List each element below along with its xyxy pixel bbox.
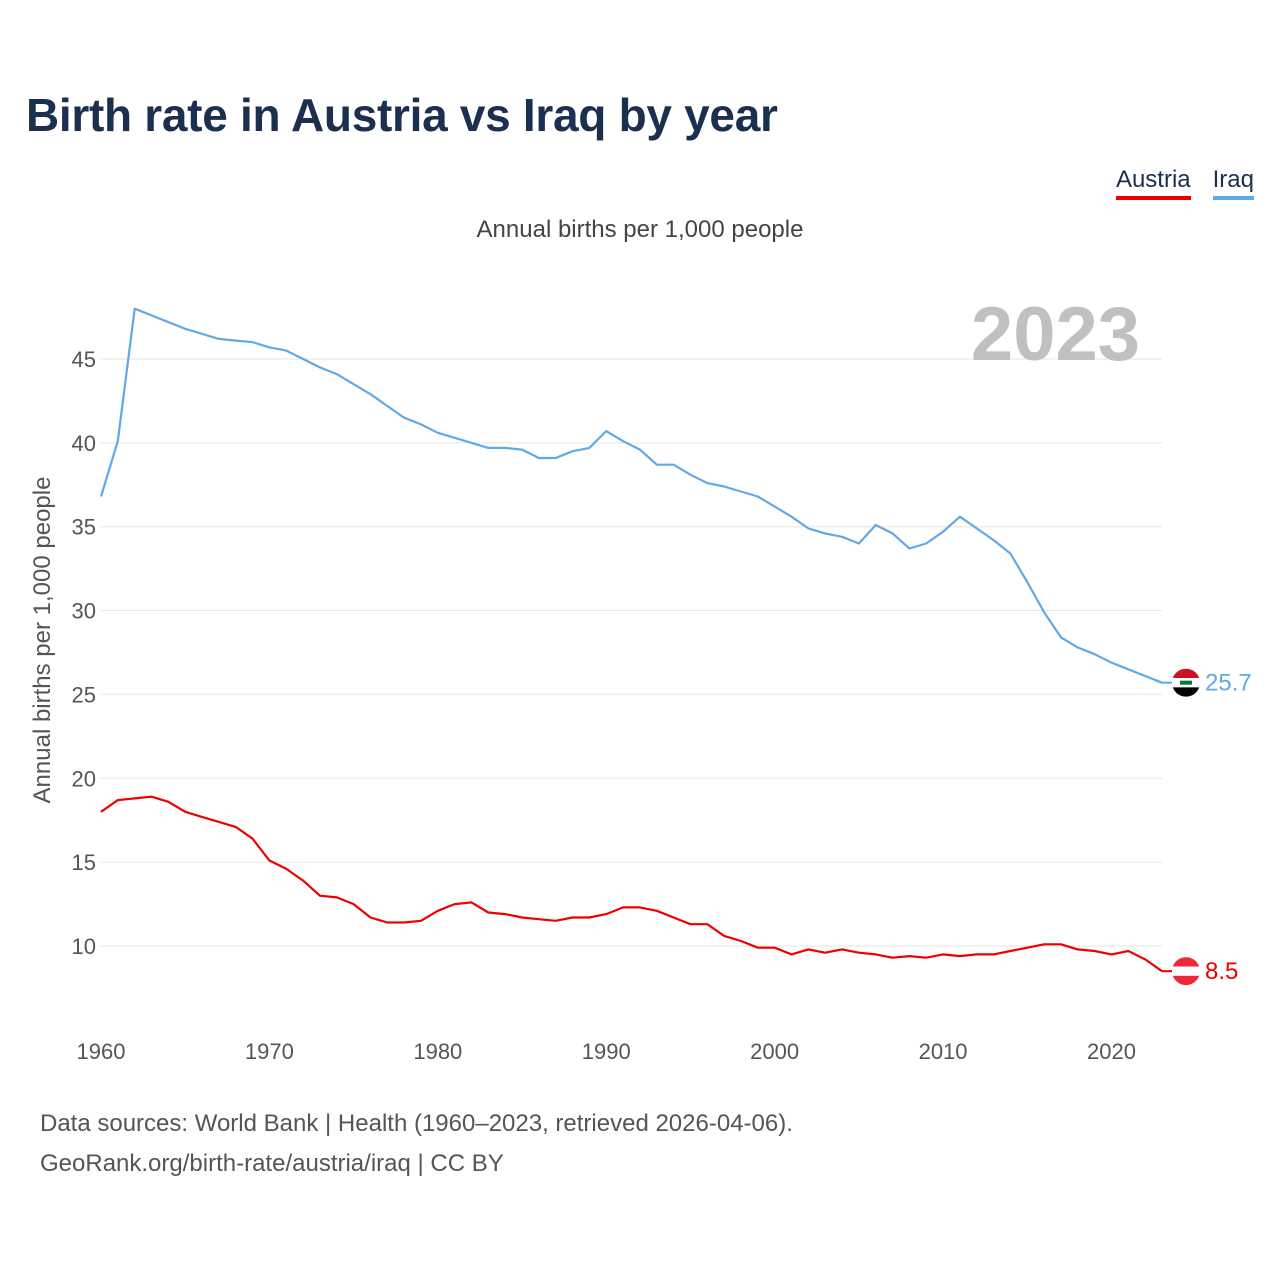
y-tick-label-25: 25 — [72, 682, 96, 707]
y-axis-label: Annual births per 1,000 people — [29, 477, 56, 804]
series-line-iraq — [99, 307, 1163, 684]
x-tick-label-1960: 1960 — [77, 1039, 126, 1064]
y-tick-label-10: 10 — [72, 934, 96, 959]
x-tick-label-1970: 1970 — [245, 1039, 294, 1064]
source-line-2[interactable]: GeoRank.org/birth-rate/austria/iraq | CC… — [40, 1150, 504, 1177]
chart-subtitle: Annual births per 1,000 people — [476, 216, 804, 243]
x-tick-label-2000: 2000 — [750, 1039, 799, 1064]
grid-lines — [101, 358, 1162, 947]
x-tick-label-1980: 1980 — [413, 1039, 462, 1064]
legend: Austria Iraq — [1115, 166, 1254, 200]
y-tick-label-40: 40 — [72, 431, 96, 456]
austria-flag-icon — [1172, 957, 1200, 986]
chart-title: Birth rate in Austria vs Iraq by year — [26, 89, 778, 141]
legend-iraq[interactable]: Iraq — [1212, 166, 1254, 200]
x-tick-label-2010: 2010 — [919, 1039, 968, 1064]
legend-austria[interactable]: Austria — [1115, 166, 1191, 200]
y-tick-label-45: 45 — [72, 347, 96, 372]
y-axis-ticks: 10 15 20 25 30 35 40 45 — [72, 347, 96, 959]
year-watermark: 2023 — [971, 292, 1140, 377]
series-end-markers: 25.7 8.5 — [1162, 668, 1252, 986]
y-tick-label-15: 15 — [72, 850, 96, 875]
x-axis-ticks: 1960 1970 1980 1990 2000 2010 2020 — [77, 1039, 1136, 1064]
x-tick-label-2020: 2020 — [1087, 1039, 1136, 1064]
x-tick-label-1990: 1990 — [582, 1039, 631, 1064]
source-note: Data sources: World Bank | Health (1960–… — [40, 1104, 793, 1184]
y-tick-label-35: 35 — [72, 515, 96, 540]
austria-end-value: 8.5 — [1205, 958, 1238, 985]
y-tick-label-30: 30 — [72, 599, 96, 624]
iraq-end-value: 25.7 — [1205, 670, 1252, 697]
iraq-flag-icon — [1172, 668, 1200, 697]
series-lines — [99, 307, 1163, 973]
series-line-austria — [100, 795, 1163, 973]
y-tick-label-20: 20 — [72, 766, 96, 791]
source-line-1: Data sources: World Bank | Health (1960–… — [40, 1110, 793, 1137]
